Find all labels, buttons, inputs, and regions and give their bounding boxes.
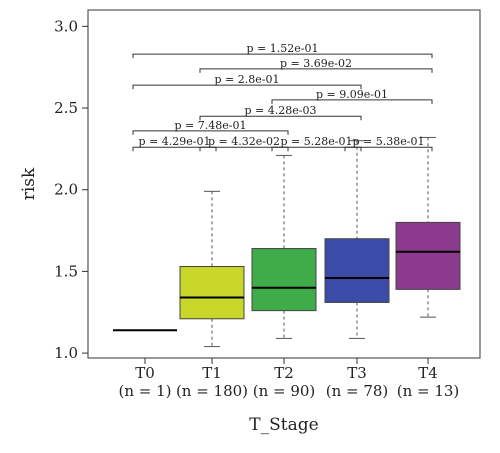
y-axis-label: risk (19, 167, 39, 200)
comparison-bracket: p = 2.8e-01 (132, 73, 362, 90)
iqr-box (395, 221, 461, 290)
x-tick-count-label: (n = 13) (397, 382, 460, 400)
x-tick-label: T4 (418, 364, 438, 382)
y-tick-label: 2.0 (54, 181, 78, 199)
p-value-label: p = 4.32e-02 (208, 135, 280, 148)
x-tick-count-label: (n = 90) (253, 382, 316, 400)
y-axis: 1.0 1.5 2.0 2.5 3.0 (54, 17, 88, 362)
p-value-label: p = 1.52e-01 (247, 42, 319, 55)
y-tick-label: 2.5 (54, 99, 78, 117)
comparison-bracket: p = 4.28e-03 (199, 104, 362, 121)
comparison-brackets: p = 1.52e-01 p = 3.69e-02p = 2.8e-01 p = 9… (132, 42, 433, 152)
x-tick-count-label: (n = 78) (326, 382, 389, 400)
iqr-box (179, 266, 245, 320)
box-T2 (251, 154, 317, 339)
x-tick-label: T3 (347, 364, 367, 382)
bracket-line (199, 115, 362, 121)
p-value-label: p = 7.48e-01 (175, 119, 247, 132)
box-T3 (324, 140, 390, 339)
bracket-line (132, 146, 217, 152)
p-value-label: p = 4.28e-03 (245, 104, 317, 117)
x-tick-label: T2 (274, 364, 294, 382)
iqr-box (251, 248, 317, 312)
x-tick-label: T1 (202, 364, 222, 382)
bracket-line (344, 146, 433, 152)
p-value-label: p = 5.38e-01 (353, 135, 425, 148)
iqr-box (324, 238, 390, 303)
box-group (113, 136, 461, 348)
p-value-label: p = 3.69e-02 (280, 57, 352, 70)
bracket-line (271, 146, 362, 152)
x-tick-count-label: (n = 180) (176, 382, 248, 400)
box-T4 (395, 136, 461, 318)
x-axis: T0(n = 1) T1(n = 180) T2(n = 90) T3(n = 78)… (118, 358, 459, 400)
x-axis-label: T_Stage (249, 415, 318, 435)
x-tick-count-label: (n = 1) (118, 382, 171, 400)
comparison-bracket: p = 5.38e-01 (344, 135, 433, 152)
bracket-line (132, 84, 362, 90)
comparison-bracket: p = 4.29e-01 (132, 135, 217, 152)
comparison-bracket: p = 7.48e-01 (132, 119, 289, 135)
comparison-bracket: p = 3.69e-02 (199, 57, 433, 73)
bracket-line (199, 146, 289, 152)
bracket-line (199, 68, 433, 73)
p-value-label: p = 4.29e-01 (139, 135, 211, 148)
comparison-bracket: p = 4.32e-02 (199, 135, 289, 152)
p-value-label: p = 5.28e-01 (281, 135, 353, 148)
bracket-line (271, 99, 433, 104)
p-value-label: p = 9.09e-01 (316, 88, 388, 101)
y-tick-label: 3.0 (54, 17, 78, 35)
p-value-label: p = 2.8e-01 (215, 73, 280, 86)
bracket-line (132, 130, 289, 135)
y-tick-label: 1.0 (54, 344, 78, 362)
box-T1 (179, 190, 245, 348)
x-tick-label: T0 (135, 364, 155, 382)
bracket-line (132, 53, 433, 59)
comparison-bracket: p = 5.28e-01 (271, 135, 362, 152)
comparison-bracket: p = 1.52e-01 (132, 42, 433, 59)
y-tick-label: 1.5 (54, 262, 78, 280)
comparison-bracket: p = 9.09e-01 (271, 88, 433, 104)
